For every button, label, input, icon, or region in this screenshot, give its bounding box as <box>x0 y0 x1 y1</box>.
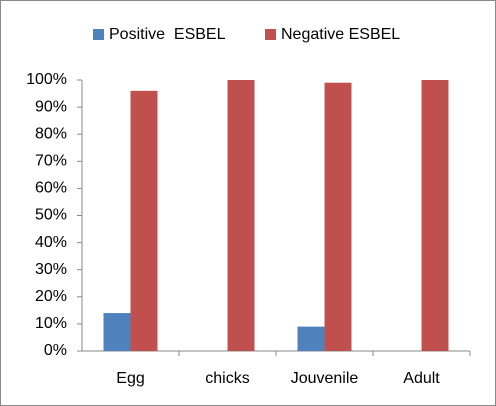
y-tick-label: 90% <box>35 98 67 115</box>
bar <box>130 90 158 351</box>
y-tick-label: 100% <box>26 71 67 88</box>
y-tick-label: 70% <box>35 153 67 170</box>
x-tick-label: chicks <box>205 370 249 387</box>
bar <box>421 80 449 351</box>
y-tick-label: 10% <box>35 315 67 332</box>
legend-label: Positive ESBEL <box>109 26 226 43</box>
x-tick-label: Jouvenile <box>291 370 359 387</box>
y-tick-label: 50% <box>35 207 67 224</box>
y-tick-label: 0% <box>44 342 67 359</box>
legend-label: Negative ESBEL <box>281 26 400 43</box>
y-tick-label: 60% <box>35 180 67 197</box>
x-tick-label: Egg <box>116 370 144 387</box>
y-tick-label: 30% <box>35 261 67 278</box>
bar <box>324 82 352 352</box>
bar <box>227 80 255 351</box>
y-tick-label: 20% <box>35 288 67 305</box>
y-tick-label: 80% <box>35 125 67 142</box>
bar <box>297 326 325 351</box>
bar <box>103 313 131 351</box>
legend-swatch <box>93 29 104 40</box>
legend-swatch <box>265 29 276 40</box>
x-tick-label: Adult <box>403 370 440 387</box>
y-tick-label: 40% <box>35 234 67 251</box>
